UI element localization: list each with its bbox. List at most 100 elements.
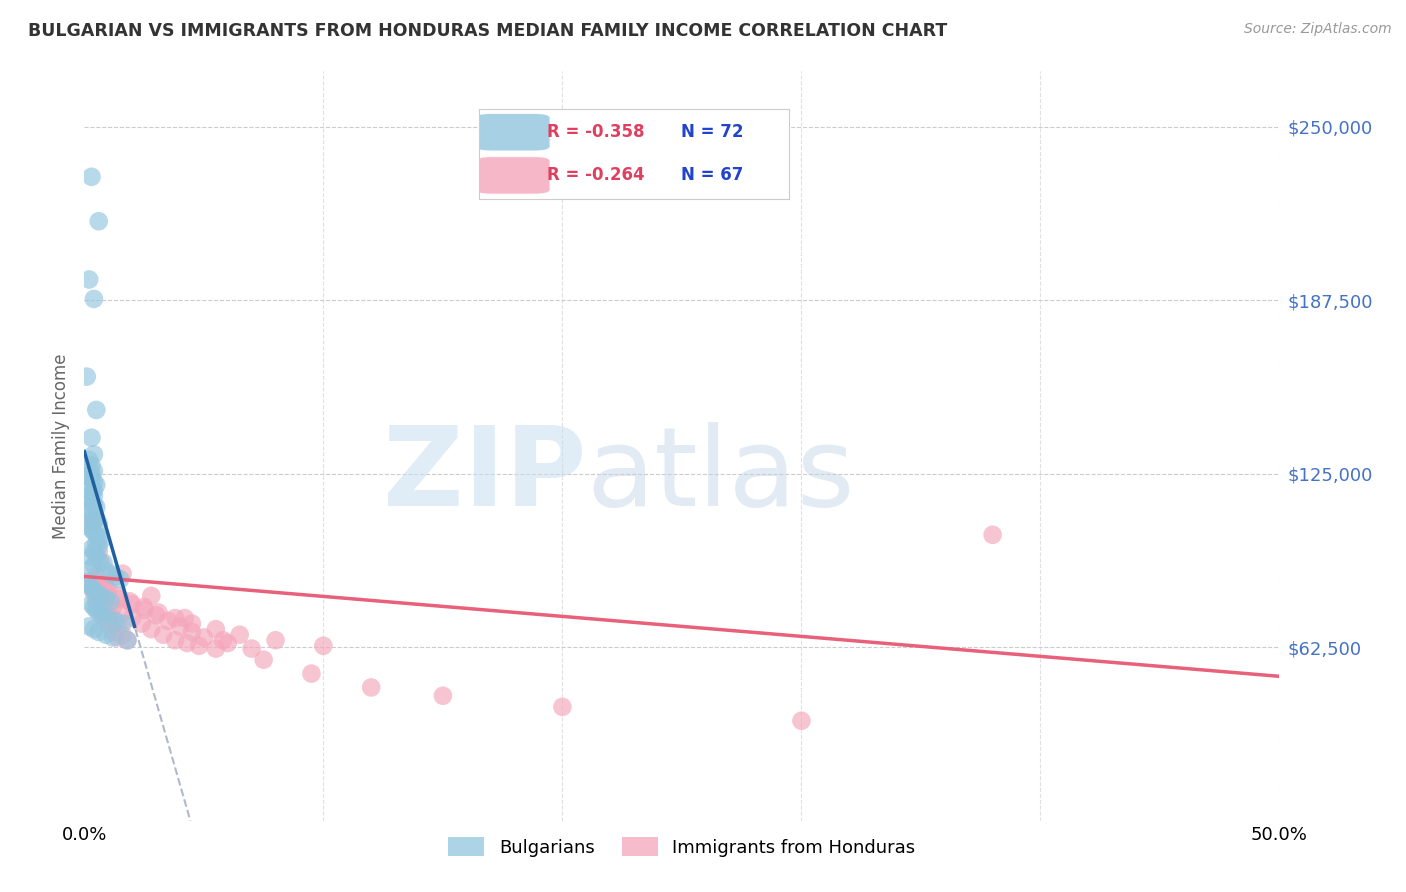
Point xyxy=(205,641,228,656)
Point xyxy=(157,614,180,628)
Point xyxy=(132,603,156,617)
Point xyxy=(86,478,108,492)
Point xyxy=(101,614,124,628)
Point xyxy=(121,597,143,611)
Point xyxy=(193,631,215,645)
Point xyxy=(93,608,115,623)
Point xyxy=(76,369,98,384)
Point xyxy=(94,581,117,595)
Point xyxy=(86,536,108,550)
Point xyxy=(101,624,124,639)
Point xyxy=(80,494,103,508)
Point xyxy=(100,566,122,581)
Point xyxy=(80,578,103,592)
Point xyxy=(152,628,174,642)
Point xyxy=(80,169,103,184)
Point xyxy=(83,514,105,528)
Point xyxy=(217,636,239,650)
Point xyxy=(181,624,204,639)
Point xyxy=(212,633,235,648)
Point xyxy=(205,622,228,636)
Point xyxy=(94,628,117,642)
Point xyxy=(173,611,195,625)
Point xyxy=(80,549,103,564)
Point xyxy=(80,481,103,495)
Point xyxy=(76,574,98,589)
Point xyxy=(86,586,108,600)
Point xyxy=(148,606,170,620)
Point xyxy=(253,653,276,667)
Point xyxy=(83,583,105,598)
Point xyxy=(141,589,163,603)
Point xyxy=(86,403,108,417)
Point xyxy=(229,628,252,642)
Point xyxy=(83,622,105,636)
Point xyxy=(80,581,103,595)
Point xyxy=(83,447,105,461)
Point xyxy=(83,292,105,306)
Point xyxy=(87,544,110,558)
Point xyxy=(111,606,134,620)
Point xyxy=(83,489,105,503)
Point xyxy=(107,589,129,603)
Point xyxy=(93,581,115,595)
Point xyxy=(312,639,335,653)
Point xyxy=(80,472,103,486)
Point xyxy=(94,564,117,578)
Point xyxy=(107,631,129,645)
Point xyxy=(80,431,103,445)
Point xyxy=(93,591,115,606)
Point xyxy=(83,586,105,600)
Point xyxy=(111,566,134,581)
Y-axis label: Median Family Income: Median Family Income xyxy=(52,353,70,539)
Text: BULGARIAN VS IMMIGRANTS FROM HONDURAS MEDIAN FAMILY INCOME CORRELATION CHART: BULGARIAN VS IMMIGRANTS FROM HONDURAS ME… xyxy=(28,22,948,40)
Point xyxy=(94,594,117,608)
Point xyxy=(110,591,132,606)
Point xyxy=(87,553,110,567)
Point xyxy=(97,583,120,598)
Point xyxy=(77,491,100,506)
Point xyxy=(77,503,100,517)
Point xyxy=(301,666,323,681)
Text: Source: ZipAtlas.com: Source: ZipAtlas.com xyxy=(1244,22,1392,37)
Point xyxy=(83,508,105,523)
Point xyxy=(101,631,124,645)
Point xyxy=(80,541,103,556)
Point xyxy=(83,497,105,511)
Point xyxy=(121,611,143,625)
Point xyxy=(83,514,105,528)
Point xyxy=(111,616,134,631)
Point xyxy=(981,528,1004,542)
Point xyxy=(132,599,156,614)
Point xyxy=(90,589,112,603)
Point xyxy=(93,611,115,625)
Point xyxy=(101,599,124,614)
Point xyxy=(145,608,167,623)
Point xyxy=(83,483,105,498)
Point xyxy=(107,619,129,633)
Point xyxy=(87,586,110,600)
Point xyxy=(165,611,187,625)
Point xyxy=(80,467,103,481)
Point xyxy=(83,464,105,478)
Point xyxy=(77,619,100,633)
Point xyxy=(118,594,141,608)
Point xyxy=(86,500,108,514)
Point xyxy=(240,641,263,656)
Point xyxy=(86,603,108,617)
Point xyxy=(87,531,110,545)
Point xyxy=(181,616,204,631)
Point xyxy=(83,544,105,558)
Point xyxy=(97,606,120,620)
Point xyxy=(790,714,813,728)
Point xyxy=(104,614,127,628)
Point xyxy=(77,469,100,483)
Point xyxy=(77,272,100,286)
Point xyxy=(80,506,103,520)
Point xyxy=(90,533,112,548)
Point xyxy=(87,624,110,639)
Point xyxy=(83,599,105,614)
Point xyxy=(83,558,105,573)
Point xyxy=(87,214,110,228)
Point xyxy=(90,556,112,570)
